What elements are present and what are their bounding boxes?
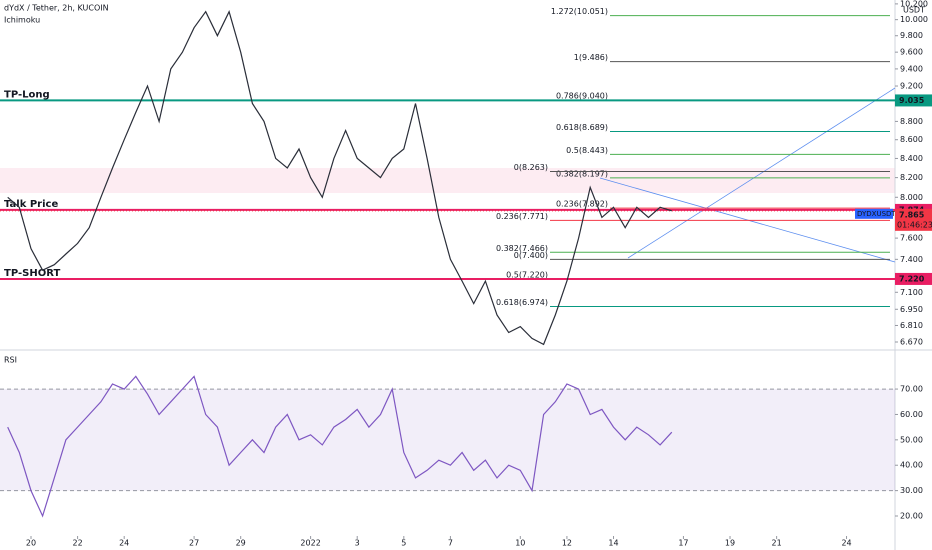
y-tick-label: 6.810 <box>900 321 923 330</box>
fib-label: 1(9.486) <box>574 53 608 62</box>
fib-label: 0(8.263) <box>514 163 548 172</box>
trend-line <box>627 87 896 259</box>
fib-label: 0.236(7.771) <box>496 212 548 221</box>
x-tick-label: 21 <box>772 539 782 548</box>
y-tick-label: 8.200 <box>900 173 923 182</box>
y-tick-label: 10.200 <box>900 0 928 8</box>
chart-title: dYdX / Tether, 2h, KUCOIN <box>4 4 109 13</box>
x-tick-label: 27 <box>189 539 199 548</box>
y-tick-label: 50.00 <box>900 435 923 444</box>
level-name: TP-Long <box>4 89 50 100</box>
x-tick-label: 19 <box>725 539 735 548</box>
price-tag <box>895 272 932 285</box>
x-tick-label: 7 <box>448 539 453 548</box>
fib-label: 0(7.400) <box>514 251 548 260</box>
symbol-label: DYDXUSDT <box>857 210 896 218</box>
y-tick-label: 6.670 <box>900 338 923 347</box>
y-tick-label: 30.00 <box>900 486 923 495</box>
fib-label: 0.5(8.443) <box>566 146 608 155</box>
x-tick-label: 5 <box>401 539 406 548</box>
fib-label: 0.5(7.220) <box>506 270 548 279</box>
y-tick-label: 10.000 <box>900 15 928 24</box>
x-tick-label: 24 <box>841 539 851 548</box>
x-tick-label: 12 <box>562 539 572 548</box>
y-tick-label: 8.000 <box>900 193 923 202</box>
price-tag-label: 7.865 <box>899 210 925 219</box>
y-tick-label: 20.00 <box>900 512 923 521</box>
indicator-label: Ichimoku <box>4 16 40 25</box>
fib-label: 0.618(6.974) <box>496 298 548 307</box>
y-tick-label: 9.600 <box>900 48 923 57</box>
y-tick-label: 8.600 <box>900 135 923 144</box>
countdown-label: 01:46:23 <box>897 220 932 229</box>
y-tick-label: 8.400 <box>900 154 923 163</box>
x-tick-label: 22 <box>72 539 82 548</box>
y-tick-label: 70.00 <box>900 385 923 394</box>
price-tag <box>895 208 932 231</box>
fib-label: 1.272(10.051) <box>551 7 608 16</box>
x-tick-label: 20 <box>26 539 36 548</box>
price-tag-label: 7.220 <box>899 274 925 283</box>
y-tick-label: 7.400 <box>900 255 923 264</box>
x-tick-label: 24 <box>119 539 129 548</box>
x-tick-label: 14 <box>608 539 618 548</box>
series-line <box>7 375 673 518</box>
y-tick-label: 7.100 <box>900 288 923 297</box>
level-name: Talk Price <box>4 199 58 210</box>
x-tick-label: 3 <box>355 539 360 548</box>
fib-label: 0.618(8.689) <box>556 123 608 132</box>
series-line <box>7 10 672 346</box>
fib-label: 0.382(7.466) <box>496 244 548 253</box>
rsi-title: RSI <box>4 356 17 365</box>
x-tick-label: 2022 <box>300 539 320 548</box>
y-tick-label: 60.00 <box>900 410 923 419</box>
fib-label: 0.236(7.892) <box>556 200 608 209</box>
y-tick-label: 9.200 <box>900 82 923 91</box>
x-tick-label: 10 <box>515 539 525 548</box>
y-tick-label: 6.950 <box>900 305 923 314</box>
level-name: TP-SHORT <box>4 268 60 279</box>
y-tick-label: 40.00 <box>900 461 923 470</box>
y-tick-label: 9.800 <box>900 31 923 40</box>
x-tick-label: 17 <box>678 539 688 548</box>
fib-label: 0.786(9.040) <box>556 91 608 100</box>
x-tick-label: 29 <box>236 539 246 548</box>
y-tick-label: 7.600 <box>900 234 923 243</box>
fib-label: 0.382(8.197) <box>556 169 608 178</box>
y-tick-label: 8.800 <box>900 117 923 126</box>
price-tag <box>895 94 932 107</box>
currency-label: USDT <box>903 6 925 15</box>
rsi-band <box>0 389 895 491</box>
cloud-band <box>0 168 895 193</box>
y-tick-label: 9.400 <box>900 64 923 73</box>
symbol-tag <box>855 208 893 219</box>
price-tag-label: 9.035 <box>899 96 925 105</box>
